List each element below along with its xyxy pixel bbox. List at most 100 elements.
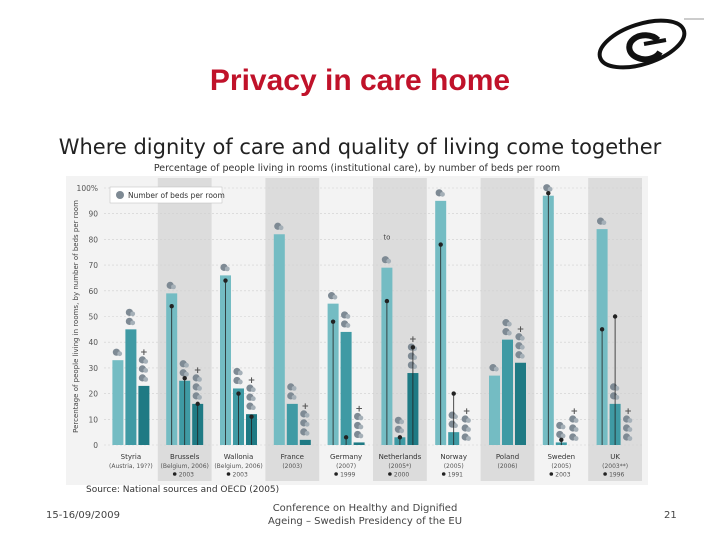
earlier-year-marker [410, 345, 416, 350]
three-plus-icon: + [517, 325, 525, 335]
bed-icon [614, 394, 620, 400]
bed-icon [547, 186, 553, 192]
category-detail: (Belgium, 2006) [161, 463, 209, 470]
beds-per-room-chart: Percentage of people living in rooms (in… [66, 163, 648, 485]
bed-icon [453, 423, 458, 429]
council-of-europe-logo [597, 18, 704, 70]
marker-year-label: 1999 [340, 472, 355, 479]
slide-title: Privacy in care home [209, 64, 511, 97]
bed-icon [332, 294, 338, 300]
bed-icon [117, 351, 123, 357]
bed-icon [358, 424, 364, 430]
marker-year-label: 1996 [609, 472, 624, 479]
bar-germany-s2 [340, 331, 352, 445]
category-detail: (2005) [444, 463, 464, 470]
bar-poland-s1 [489, 375, 500, 445]
category-label: Norway [440, 453, 467, 461]
earlier-year-marker [169, 304, 174, 309]
bed-icon [627, 436, 633, 441]
earlier-year-marker [223, 278, 228, 283]
bed-icon [250, 405, 256, 411]
earlier-year-marker [249, 414, 254, 419]
bed-icon [278, 225, 284, 231]
bed-icon [399, 428, 405, 434]
bed-icon [519, 344, 525, 350]
category-label: Poland [496, 453, 519, 461]
bar-styria-s3 [138, 385, 150, 445]
marker-year-label: 2003 [179, 472, 194, 479]
y-tick-label: 20 [88, 390, 98, 399]
y-tick-label: 30 [88, 364, 98, 373]
category-label: Wallonia [224, 453, 254, 461]
bed-icon [358, 415, 364, 421]
earlier-year-marker [236, 391, 241, 396]
slide-subtitle: Where dignity of care and quality of liv… [58, 135, 662, 159]
category-label: Netherlands [379, 453, 422, 461]
bed-icon [291, 394, 297, 400]
y-tick-label: 50 [88, 313, 98, 322]
y-tick-label: 70 [88, 261, 98, 270]
earlier-year-marker [599, 327, 605, 332]
bed-icon [130, 311, 136, 317]
source-note: Source: National sources and OECD (2005) [86, 485, 280, 495]
marker-year-dot [388, 472, 392, 476]
bar-styria-s1 [112, 360, 124, 445]
bed-icon [116, 191, 124, 199]
bed-icon [493, 366, 499, 372]
bed-icon [560, 424, 566, 430]
three-plus-icon: + [140, 348, 148, 358]
category-detail: (2005) [551, 463, 571, 470]
bed-icon [466, 418, 471, 423]
marker-year-dot [334, 472, 338, 476]
bed-icon [399, 419, 405, 425]
bed-icon [560, 433, 566, 439]
three-plus-icon: + [302, 402, 310, 412]
marker-year-label: 2003 [555, 472, 570, 479]
three-plus-icon: + [463, 407, 471, 417]
marker-year-dot [441, 472, 446, 476]
earlier-year-marker [195, 401, 200, 407]
three-plus-icon: + [571, 407, 579, 417]
bed-icon [440, 191, 445, 197]
bed-icon [250, 387, 256, 393]
bed-icon [573, 436, 579, 441]
y-tick-label: 100% [77, 184, 98, 193]
earlier-year-marker [397, 435, 403, 440]
y-axis-label: Percentage of people living in rooms, by… [72, 200, 80, 433]
bed-icon [237, 379, 243, 385]
y-tick-label: 90 [88, 210, 98, 219]
legend-box [109, 186, 223, 204]
category-detail: (2003**) [602, 463, 628, 470]
bed-icon [304, 430, 310, 436]
bar-france-s2 [286, 403, 298, 445]
bed-icon [304, 412, 310, 418]
bed-icon [184, 362, 189, 368]
marker-year-dot [172, 472, 177, 476]
bed-icon [171, 284, 176, 290]
bed-icon [197, 376, 202, 382]
bed-icon [506, 321, 512, 327]
bed-icon [614, 385, 620, 391]
bed-icon [412, 364, 418, 369]
y-tick-label: 60 [88, 287, 98, 296]
bar-styria-s2 [125, 329, 137, 445]
category-detail: (2006) [498, 463, 518, 470]
bed-icon [627, 418, 633, 423]
bar-poland-s2 [502, 339, 513, 445]
legend-label: Number of beds per room [128, 191, 225, 200]
y-tick-label: 80 [88, 235, 98, 244]
bed-icon [466, 427, 471, 432]
earlier-year-marker [384, 298, 390, 304]
category-label: Sweden [547, 453, 575, 461]
bed-icon [573, 427, 579, 432]
bed-icon [519, 335, 525, 341]
bed-icon [143, 358, 149, 364]
y-tick-label: 40 [88, 338, 98, 347]
marker-year-label: 2000 [394, 472, 409, 479]
bed-icon [506, 330, 512, 336]
footer-conference-line1: Conference on Healthy and Dignified [272, 503, 458, 514]
marker-year-label: 1991 [448, 472, 463, 479]
bed-icon [453, 414, 458, 420]
bed-icon [143, 367, 149, 373]
earlier-year-marker [343, 435, 349, 440]
